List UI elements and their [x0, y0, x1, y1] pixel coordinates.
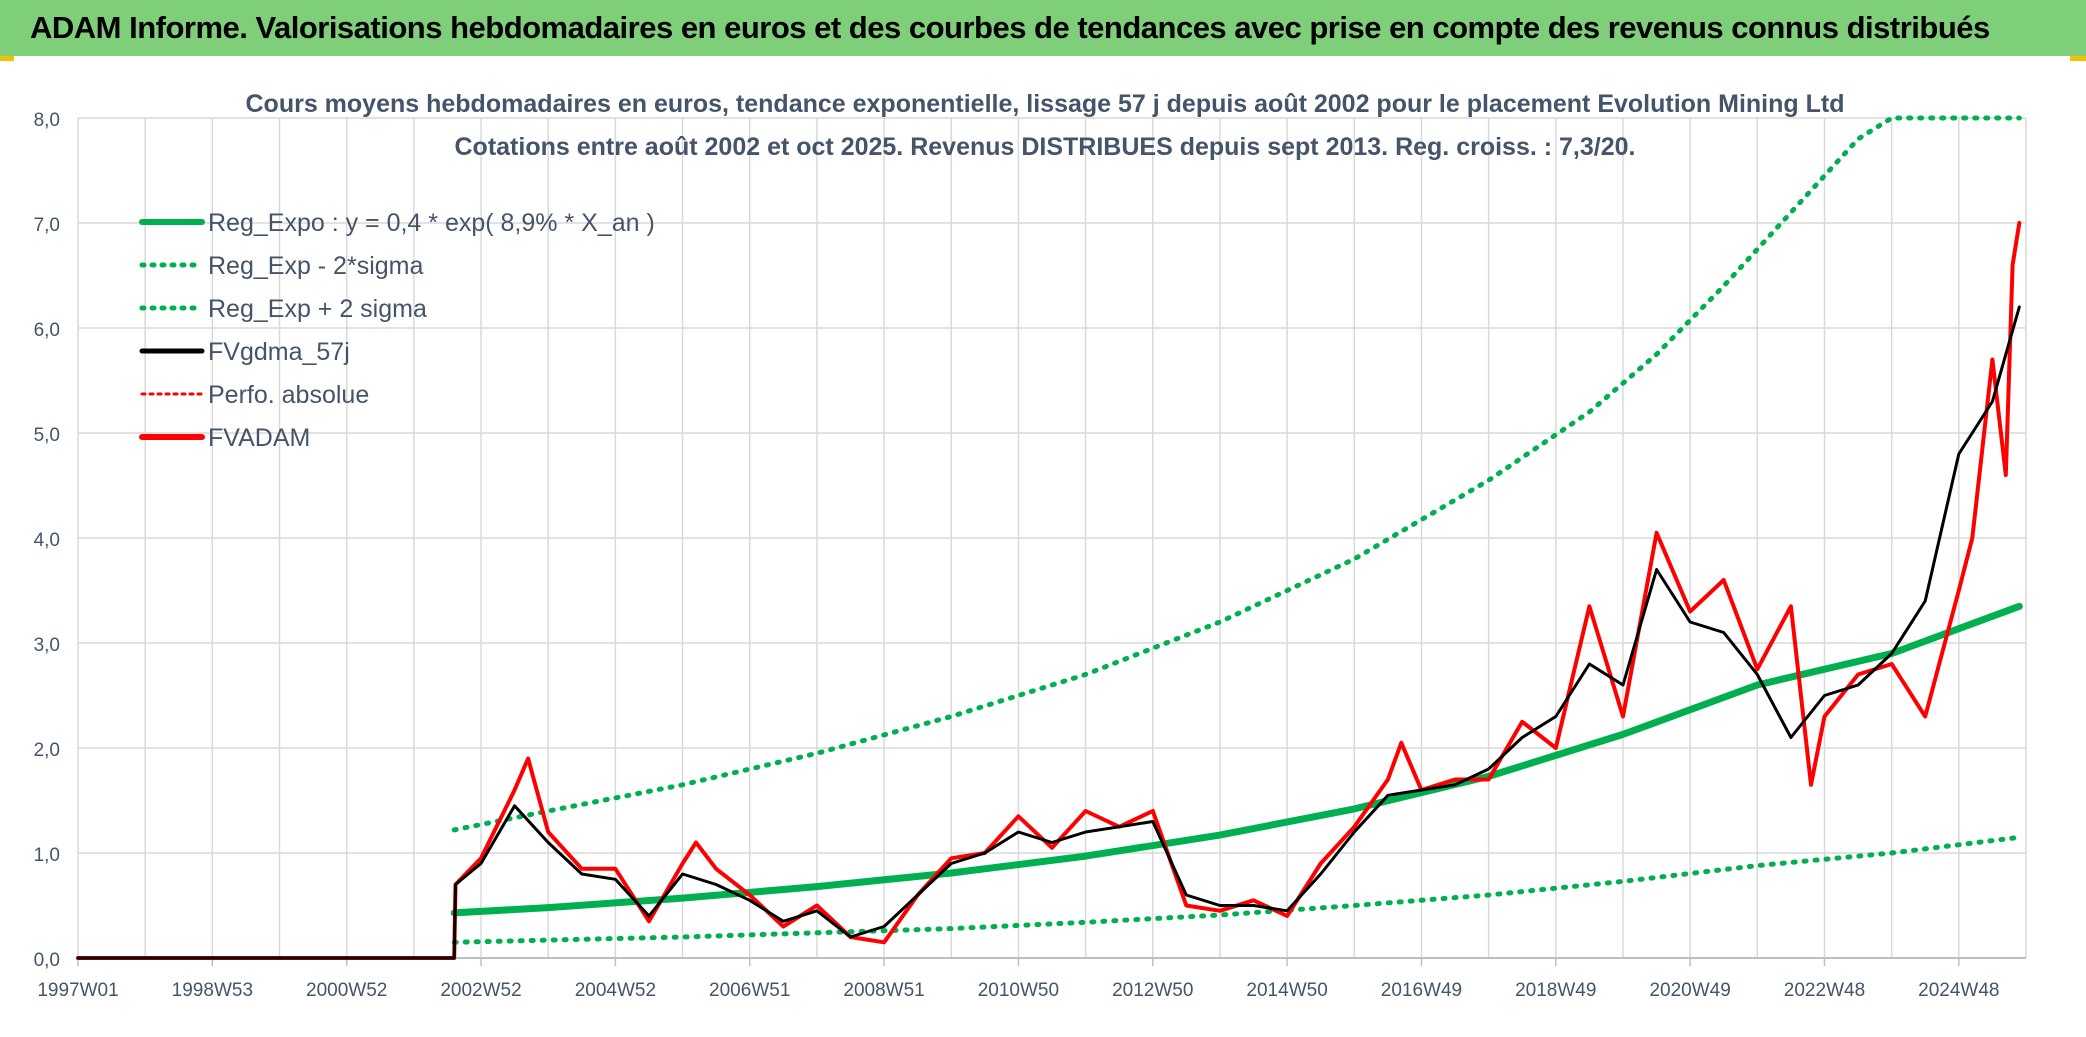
corner-marker-left — [0, 56, 14, 61]
x-axis-ticks: 1997W01 1998W53 2000W52 2002W52 2004W52 2006W… — [37, 958, 1999, 1001]
legend-label-lower: Reg_Exp - 2*sigma — [208, 252, 423, 280]
chart-title: Cours moyens hebdomadaires en euros, ten… — [246, 90, 1845, 118]
x-tick-label: 2002W52 — [440, 980, 521, 1001]
y-tick-label: 6,0 — [34, 320, 60, 341]
x-tick-label: 2016W49 — [1381, 980, 1462, 1001]
header-title: ADAM Informe. Valorisations hebdomadaire… — [30, 10, 1990, 45]
x-tick-label: 2010W50 — [978, 980, 1059, 1001]
y-tick-label: 0,0 — [34, 950, 60, 971]
y-tick-label: 3,0 — [34, 635, 60, 656]
legend-label-reg: Reg_Expo : y = 0,4 * exp( 8,9% * X_an ) — [208, 209, 655, 237]
x-tick-label: 2018W49 — [1515, 980, 1596, 1001]
y-tick-label: 2,0 — [34, 740, 60, 761]
series-group — [76, 115, 2023, 960]
chart-subtitle: Cotations entre août 2002 et oct 2025. R… — [455, 133, 1636, 161]
corner-marker-right — [2070, 56, 2086, 61]
legend-label-fvadam: FVADAM — [208, 424, 310, 452]
y-tick-label: 1,0 — [34, 845, 60, 866]
x-tick-label: 1998W53 — [172, 980, 253, 1001]
y-tick-label: 8,0 — [34, 110, 60, 131]
y-tick-label: 5,0 — [34, 425, 60, 446]
x-tick-label: 2004W52 — [575, 980, 656, 1001]
y-axis-ticks: 0,0 1,0 2,0 3,0 4,0 5,0 6,0 7,0 8,0 — [34, 110, 60, 971]
series-reg-upper — [451, 115, 2022, 833]
y-tick-label: 7,0 — [34, 215, 60, 236]
x-tick-label: 2014W50 — [1246, 980, 1327, 1001]
legend: Reg_Expo : y = 0,4 * exp( 8,9% * X_an ) R… — [139, 209, 655, 452]
series-reg-expo — [450, 602, 2023, 917]
x-tick-label: 2024W48 — [1918, 980, 1999, 1001]
x-tick-label: 2000W52 — [306, 980, 387, 1001]
series-fvadam — [76, 221, 2022, 960]
x-tick-label: 2012W50 — [1112, 980, 1193, 1001]
series-fvgdma — [76, 305, 2021, 960]
x-tick-label: 2006W51 — [709, 980, 790, 1001]
header-bar: ADAM Informe. Valorisations hebdomadaire… — [0, 0, 2086, 56]
x-tick-label: 2008W51 — [843, 980, 924, 1001]
x-tick-label: 2022W48 — [1784, 980, 1865, 1001]
legend-label-fvgdma: FVgdma_57j — [208, 338, 350, 366]
grid — [77, 117, 2027, 959]
y-tick-label: 4,0 — [34, 530, 60, 551]
x-tick-label: 2020W49 — [1649, 980, 1730, 1001]
legend-label-perfo: Perfo. absolue — [208, 381, 369, 409]
legend-label-upper: Reg_Exp + 2 sigma — [208, 295, 427, 323]
x-tick-label: 1997W01 — [37, 980, 118, 1001]
